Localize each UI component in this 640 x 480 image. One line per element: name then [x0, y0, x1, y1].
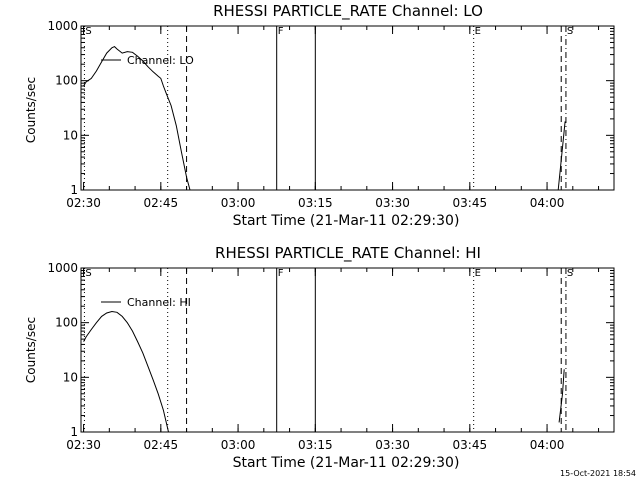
x-tick-label: 03:00: [221, 196, 256, 210]
series-line-main: [83, 46, 191, 191]
plot-frame: [80, 25, 615, 191]
chart-title-hi: RHESSI PARTICLE_RATE Channel: HI: [215, 244, 481, 263]
plot-area-hi: 02:30 02:45 03:00 03:15 03:30 03:45 04:00 1 10 10…: [47, 261, 615, 452]
event-marker-label: S: [567, 26, 573, 37]
y-axis-title-lo: Counts/sec: [24, 77, 38, 143]
y-tick-label: 10: [63, 370, 78, 384]
x-tick-label: 03:45: [453, 438, 488, 452]
x-tick-label: 02:45: [144, 196, 179, 210]
x-tick-label: 03:30: [375, 196, 410, 210]
x-tick-label: 03:00: [221, 438, 256, 452]
plot-frame: [80, 267, 615, 433]
event-marker-label: E: [475, 268, 481, 279]
x-tick-label: 02:45: [144, 438, 179, 452]
y-tick-label: 1: [70, 183, 78, 197]
x-axis-title-hi: Start Time (21-Mar-11 02:29:30): [233, 455, 460, 471]
plot-area-lo: 02:30 02:45 03:00 03:15 03:30 03:45 04:00 1 10 10…: [47, 19, 615, 210]
legend-label: Channel: HI: [127, 296, 191, 309]
chart-title-lo: RHESSI PARTICLE_RATE Channel: LO: [213, 2, 483, 21]
y-tick-label: 1000: [47, 19, 78, 33]
series-line-main: [83, 310, 169, 433]
x-tick-label: 03:30: [375, 438, 410, 452]
x-tick-label: 03:15: [298, 438, 333, 452]
legend-label: Channel: LO: [127, 54, 194, 67]
y-tick-label: 100: [55, 316, 78, 330]
y-tick-label: 1000: [47, 261, 78, 275]
y-tick-label: 100: [55, 74, 78, 88]
print-timestamp: 15-Oct-2021 18:54: [560, 469, 636, 478]
x-tick-label: 04:00: [530, 438, 565, 452]
y-tick-label: 10: [63, 128, 78, 142]
x-tick-label: 03:45: [453, 196, 488, 210]
event-marker-label: S: [85, 26, 91, 37]
y-tick-label: 1: [70, 425, 78, 439]
event-marker-label: E: [475, 26, 481, 37]
series-line-secondary: [558, 369, 565, 423]
event-marker-label: F: [278, 26, 284, 37]
x-tick-label: 02:30: [66, 438, 101, 452]
x-tick-label: 03:15: [298, 196, 333, 210]
x-tick-label: 04:00: [530, 196, 565, 210]
event-marker-label: S: [85, 268, 91, 279]
y-axis-title-hi: Counts/sec: [24, 317, 38, 383]
event-marker-label: F: [278, 268, 284, 279]
event-marker-label: S: [567, 268, 573, 279]
x-tick-label: 02:30: [66, 196, 101, 210]
chart-panel-hi: RHESSI PARTICLE_RATE Channel: HI Start T…: [24, 244, 615, 471]
chart-panel-lo: RHESSI PARTICLE_RATE Channel: LO Start T…: [24, 2, 615, 229]
x-axis-title-lo: Start Time (21-Mar-11 02:29:30): [233, 213, 460, 229]
series-line-secondary: [557, 121, 566, 191]
